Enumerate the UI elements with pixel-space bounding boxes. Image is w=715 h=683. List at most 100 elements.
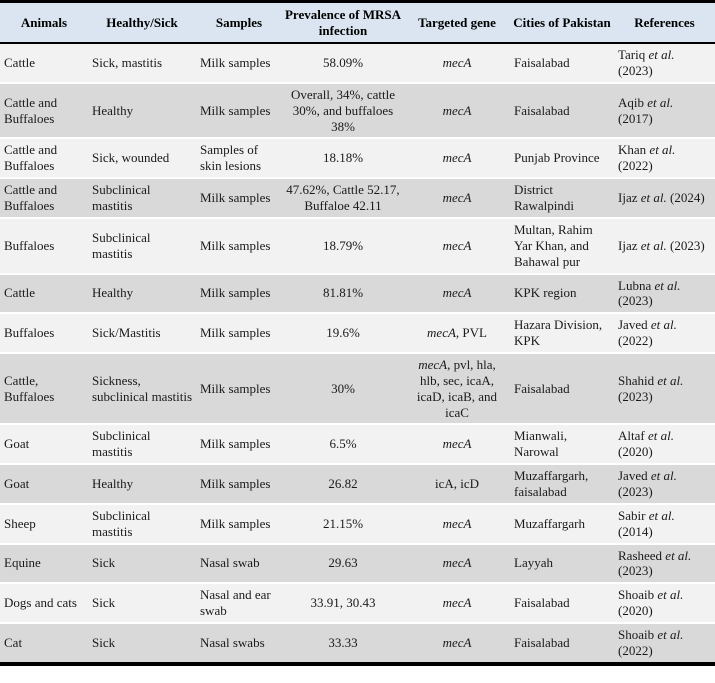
cell-cities: Mianwali, Narowal xyxy=(510,423,614,465)
cell-healthy-sick: Sick/Mastitis xyxy=(88,312,196,353)
cell-reference: Lubna et al. (2023) xyxy=(614,272,715,314)
cell-prevalence: 21.15% xyxy=(282,502,404,544)
gene-name-italic: mecA xyxy=(442,555,472,571)
table-row: Cat Sick Nasal swabs 33.33 mecA Faisalabad Sho… xyxy=(0,621,715,664)
table-body: Cattle Sick, mastitis Milk samples 58.09% me… xyxy=(0,43,715,664)
table-row: Cattle Healthy Milk samples 81.81% mecA KPK r… xyxy=(0,272,715,314)
cell-cities: Muzaffargarh xyxy=(510,502,614,544)
table-row: Cattle Sick, mastitis Milk samples 58.09% me… xyxy=(0,43,715,83)
et-al-italic: et al. xyxy=(648,47,675,63)
et-al-italic: et al. xyxy=(657,626,684,642)
cell-prevalence: 19.6% xyxy=(282,312,404,353)
cell-targeted-gene: mecA xyxy=(404,272,510,314)
cell-targeted-gene: mecA, PVL xyxy=(404,312,510,353)
et-al-italic: et al. xyxy=(640,190,667,206)
cell-targeted-gene: mecA xyxy=(404,177,510,218)
cell-cities: Faisalabad xyxy=(510,351,614,425)
cell-targeted-gene: mecA xyxy=(404,423,510,465)
et-al-italic: et al. xyxy=(647,94,674,110)
cell-animals: Cattle and Buffaloes xyxy=(0,177,88,218)
cell-animals: Goat xyxy=(0,423,88,465)
table-row: Dogs and cats Sick Nasal and ear swab 33.91… xyxy=(0,582,715,623)
et-al-italic: et al. xyxy=(647,428,674,444)
gene-name-italic: mecA xyxy=(442,55,472,71)
cell-prevalence: 33.91, 30.43 xyxy=(282,582,404,623)
cell-reference: Aqib et al. (2017) xyxy=(614,81,715,139)
table-row: Cattle and Buffaloes Subclinical mastitis… xyxy=(0,177,715,218)
cell-samples: Milk samples xyxy=(196,216,282,274)
gene-name-italic: mecA xyxy=(442,285,472,301)
cell-cities: District Rawalpindi xyxy=(510,177,614,218)
cell-samples: Milk samples xyxy=(196,272,282,314)
table-row: Buffaloes Sick/Mastitis Milk samples 19.6% m… xyxy=(0,312,715,353)
cell-healthy-sick: Sick, mastitis xyxy=(92,55,163,71)
cell-targeted-gene: mecA xyxy=(404,502,510,544)
cell-reference: Ijaz et al. (2024) xyxy=(614,177,715,218)
table-row: Sheep Subclinical mastitis Milk samples 21.… xyxy=(0,502,715,544)
cell-prevalence: 33.33 xyxy=(282,621,404,664)
cell-samples: Milk samples xyxy=(196,81,282,139)
cell-cities: Hazara Division, KPK xyxy=(510,312,614,353)
cell-cities: Faisalabad xyxy=(510,582,614,623)
cell-reference: Tariq et al. (2023) xyxy=(618,47,675,79)
gene-name-italic: mecA xyxy=(442,150,472,166)
cell-samples: Milk samples xyxy=(200,55,271,71)
cell-healthy-sick: Healthy xyxy=(88,81,196,139)
gene-name-italic: mecA xyxy=(418,356,448,372)
cell-samples: Nasal swab xyxy=(196,542,282,584)
cell-prevalence: 29.63 xyxy=(282,542,404,584)
cell-cities: Punjab Province xyxy=(510,137,614,179)
cell-prevalence: 47.62%, Cattle 52.17, Buffaloe 42.11 xyxy=(282,177,404,218)
gene-name-italic: mecA xyxy=(442,634,472,650)
cell-healthy-sick: Healthy xyxy=(88,463,196,504)
gene-name-italic: mecA xyxy=(442,436,472,452)
column-header-references: References xyxy=(614,1,715,45)
cell-healthy-sick: Subclinical mastitis xyxy=(88,502,196,544)
cell-healthy-sick: Sick xyxy=(88,621,196,664)
gene-name-italic: mecA xyxy=(442,102,472,118)
et-al-italic: et al. xyxy=(657,372,684,388)
mrsa-table-container: Animals Healthy/Sick Samples Prevalence of … xyxy=(0,0,715,666)
table-row: Cattle, Buffaloes Sickness, subclinical m… xyxy=(0,351,715,425)
cell-targeted-gene: mecA xyxy=(404,621,510,664)
cell-targeted-gene: mecA xyxy=(404,582,510,623)
cell-animals: Dogs and cats xyxy=(0,582,88,623)
cell-animals: Equine xyxy=(0,542,88,584)
cell-cities: Faisalabad xyxy=(514,55,570,71)
cell-reference: Javed et al. (2022) xyxy=(614,312,715,353)
cell-healthy-sick: Subclinical mastitis xyxy=(88,423,196,465)
column-header-targeted-gene: Targeted gene xyxy=(404,1,510,45)
cell-reference: Shahid et al. (2023) xyxy=(614,351,715,425)
et-al-italic: et al. xyxy=(665,547,692,563)
cell-reference: Sabir et al. (2014) xyxy=(614,502,715,544)
cell-samples: Milk samples xyxy=(196,463,282,504)
cell-animals: Cattle xyxy=(0,272,88,314)
cell-animals: Cattle xyxy=(4,55,36,71)
cell-samples: Milk samples xyxy=(196,423,282,465)
table-row: Goat Healthy Milk samples 26.82 icA, icD Muza… xyxy=(0,463,715,504)
et-al-italic: et al. xyxy=(657,587,684,603)
cell-samples: Samples of skin lesions xyxy=(196,137,282,179)
cell-samples: Milk samples xyxy=(196,351,282,425)
cell-reference: Javed et al. (2023) xyxy=(614,463,715,504)
cell-targeted-gene: mecA xyxy=(404,43,510,83)
cell-reference: Altaf et al. (2020) xyxy=(614,423,715,465)
cell-targeted-gene: mecA, pvl, hla, hlb, sec, icaA, icaD, ic… xyxy=(404,351,510,425)
gene-name-italic: mecA xyxy=(442,190,472,206)
cell-animals: Cattle, Buffaloes xyxy=(0,351,88,425)
cell-animals: Buffaloes xyxy=(0,312,88,353)
column-header-animals: Animals xyxy=(0,1,88,45)
cell-cities: Multan, Rahim Yar Khan, and Bahawal pur xyxy=(510,216,614,274)
cell-prevalence: 81.81% xyxy=(282,272,404,314)
table-row: Buffaloes Subclinical mastitis Milk sample… xyxy=(0,216,715,274)
cell-prevalence: 26.82 xyxy=(282,463,404,504)
cell-healthy-sick: Subclinical mastitis xyxy=(88,216,196,274)
cell-prevalence: 6.5% xyxy=(282,423,404,465)
cell-healthy-sick: Healthy xyxy=(88,272,196,314)
cell-animals: Cat xyxy=(0,621,88,664)
cell-reference: Ijaz et al. (2023) xyxy=(614,216,715,274)
header-row: Animals Healthy/Sick Samples Prevalence of … xyxy=(0,1,715,45)
cell-samples: Milk samples xyxy=(196,312,282,353)
et-al-italic: et al. xyxy=(650,317,677,333)
cell-animals: Cattle and Buffaloes xyxy=(0,137,88,179)
